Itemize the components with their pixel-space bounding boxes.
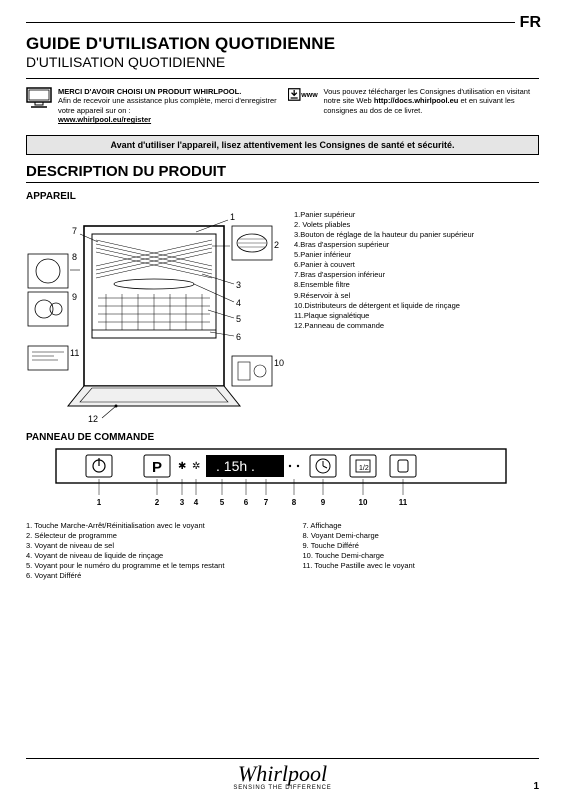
info-right-text: Vous pouvez télécharger les Consignes d'… — [324, 87, 540, 125]
svg-text:6: 6 — [236, 332, 241, 342]
part-item: 9.Réservoir à sel — [294, 291, 474, 301]
info-row: MERCI D'AVOIR CHOISI UN PRODUIT WHIRLPOO… — [26, 87, 539, 125]
svg-text:7: 7 — [72, 226, 77, 236]
svg-text:1/2: 1/2 — [359, 465, 369, 472]
info-left-body: Afin de recevoir une assistance plus com… — [58, 96, 277, 114]
part-item: 12.Panneau de commande — [294, 321, 474, 331]
part-item: 7.Bras d'aspersion inférieur — [294, 270, 474, 280]
download-www-icon: www — [288, 87, 318, 109]
part-item: 8.Ensemble filtre — [294, 280, 474, 290]
info-left-text: MERCI D'AVOIR CHOISI UN PRODUIT WHIRLPOO… — [58, 87, 278, 125]
section-description: DESCRIPTION DU PRODUIT — [26, 163, 539, 183]
legend-item: 8. Voyant Demi-charge — [303, 531, 540, 541]
register-link[interactable]: www.whirlpool.eu/register — [58, 115, 151, 124]
legend-item: 7. Affichage — [303, 521, 540, 531]
info-right: www Vous pouvez télécharger les Consigne… — [288, 87, 540, 125]
svg-text:5: 5 — [220, 498, 225, 507]
monitor-icon — [26, 87, 52, 109]
svg-text:9: 9 — [321, 498, 326, 507]
svg-text:✲: ✲ — [192, 461, 200, 472]
panel-legend-right: 7. Affichage 8. Voyant Demi-charge 9. To… — [303, 521, 540, 582]
svg-text:. 15h .: . 15h . — [216, 458, 255, 474]
part-item: 11.Plaque signalétique — [294, 311, 474, 321]
svg-text:1: 1 — [97, 498, 102, 507]
part-item: 1.Panier supérieur — [294, 210, 474, 220]
subsection-appliance: APPAREIL — [26, 191, 539, 202]
safety-warning: Avant d'utiliser l'appareil, lisez atten… — [26, 135, 539, 155]
part-item: 3.Bouton de réglage de la hauteur du pan… — [294, 230, 474, 240]
legend-item: 2. Sélecteur de programme — [26, 531, 263, 541]
page-number: 1 — [533, 781, 539, 792]
footer-rule — [26, 758, 539, 759]
svg-text:12: 12 — [88, 414, 98, 424]
panel-legend-left: 1. Touche Marche-Arrêt/Réinitialisation … — [26, 521, 263, 582]
part-item: 5.Panier inférieur — [294, 250, 474, 260]
svg-text:6: 6 — [244, 498, 249, 507]
svg-text:11: 11 — [70, 348, 79, 358]
part-item: 4.Bras d'aspersion supérieur — [294, 240, 474, 250]
svg-text:5: 5 — [236, 314, 241, 324]
svg-text:8: 8 — [292, 498, 297, 507]
top-rule — [26, 22, 515, 23]
legend-item: 10. Touche Demi-charge — [303, 551, 540, 561]
svg-text:3: 3 — [236, 280, 241, 290]
legend-item: 5. Voyant pour le numéro du programme et… — [26, 561, 263, 571]
legend-item: 9. Touche Différé — [303, 541, 540, 551]
legend-item: 3. Voyant de niveau de sel — [26, 541, 263, 551]
brand-logo: Whirlpool — [26, 761, 539, 787]
legend-item: 11. Touche Pastille avec le voyant — [303, 561, 540, 571]
title-rule — [26, 78, 539, 79]
appliance-diagram: 1 2 3 4 5 6 7 8 9 10 11 12 — [26, 206, 286, 426]
control-panel-diagram: P ✱ ✲ . 15h . 1/2 — [26, 447, 539, 515]
subsection-panel: PANNEAU DE COMMANDE — [26, 432, 539, 443]
info-left: MERCI D'AVOIR CHOISI UN PRODUIT WHIRLPOO… — [26, 87, 278, 125]
part-item: 6.Panier à couvert — [294, 260, 474, 270]
svg-text:1: 1 — [230, 212, 235, 222]
language-tag: FR — [520, 14, 541, 32]
appliance-area: 1 2 3 4 5 6 7 8 9 10 11 12 1.Panier supé… — [26, 206, 539, 426]
svg-text:✱: ✱ — [178, 461, 186, 472]
page-title: GUIDE D'UTILISATION QUOTIDIENNE — [26, 34, 539, 54]
svg-text:7: 7 — [264, 498, 269, 507]
svg-text:www: www — [300, 92, 318, 99]
footer: Whirlpool SENSING THE DIFFERENCE 1 — [26, 752, 539, 792]
svg-text:3: 3 — [180, 498, 185, 507]
svg-text:P: P — [152, 459, 162, 476]
svg-text:9: 9 — [72, 292, 77, 302]
svg-text:4: 4 — [236, 298, 241, 308]
info-left-bold: MERCI D'AVOIR CHOISI UN PRODUIT WHIRLPOO… — [58, 87, 241, 96]
panel-area: P ✱ ✲ . 15h . 1/2 — [26, 447, 539, 582]
svg-text:2: 2 — [155, 498, 160, 507]
page-subtitle: D'UTILISATION QUOTIDIENNE — [26, 54, 539, 70]
legend-item: 4. Voyant de niveau de liquide de rinçag… — [26, 551, 263, 561]
svg-text:10: 10 — [359, 498, 368, 507]
part-item: 10.Distributeurs de détergent et liquide… — [294, 301, 474, 311]
part-item: 2. Volets pliables — [294, 220, 474, 230]
svg-text:8: 8 — [72, 252, 77, 262]
svg-text:4: 4 — [194, 498, 199, 507]
svg-text:2: 2 — [274, 240, 279, 250]
legend-item: 1. Touche Marche-Arrêt/Réinitialisation … — [26, 521, 263, 531]
svg-text:11: 11 — [399, 498, 408, 507]
docs-link[interactable]: http://docs.whirlpool.eu — [374, 96, 459, 105]
svg-text:10: 10 — [274, 358, 284, 368]
brand-tagline: SENSING THE DIFFERENCE — [26, 785, 539, 791]
parts-list: 1.Panier supérieur 2. Volets pliables 3.… — [294, 206, 474, 426]
legend-item: 6. Voyant Différé — [26, 571, 263, 581]
panel-legend: 1. Touche Marche-Arrêt/Réinitialisation … — [26, 521, 539, 582]
